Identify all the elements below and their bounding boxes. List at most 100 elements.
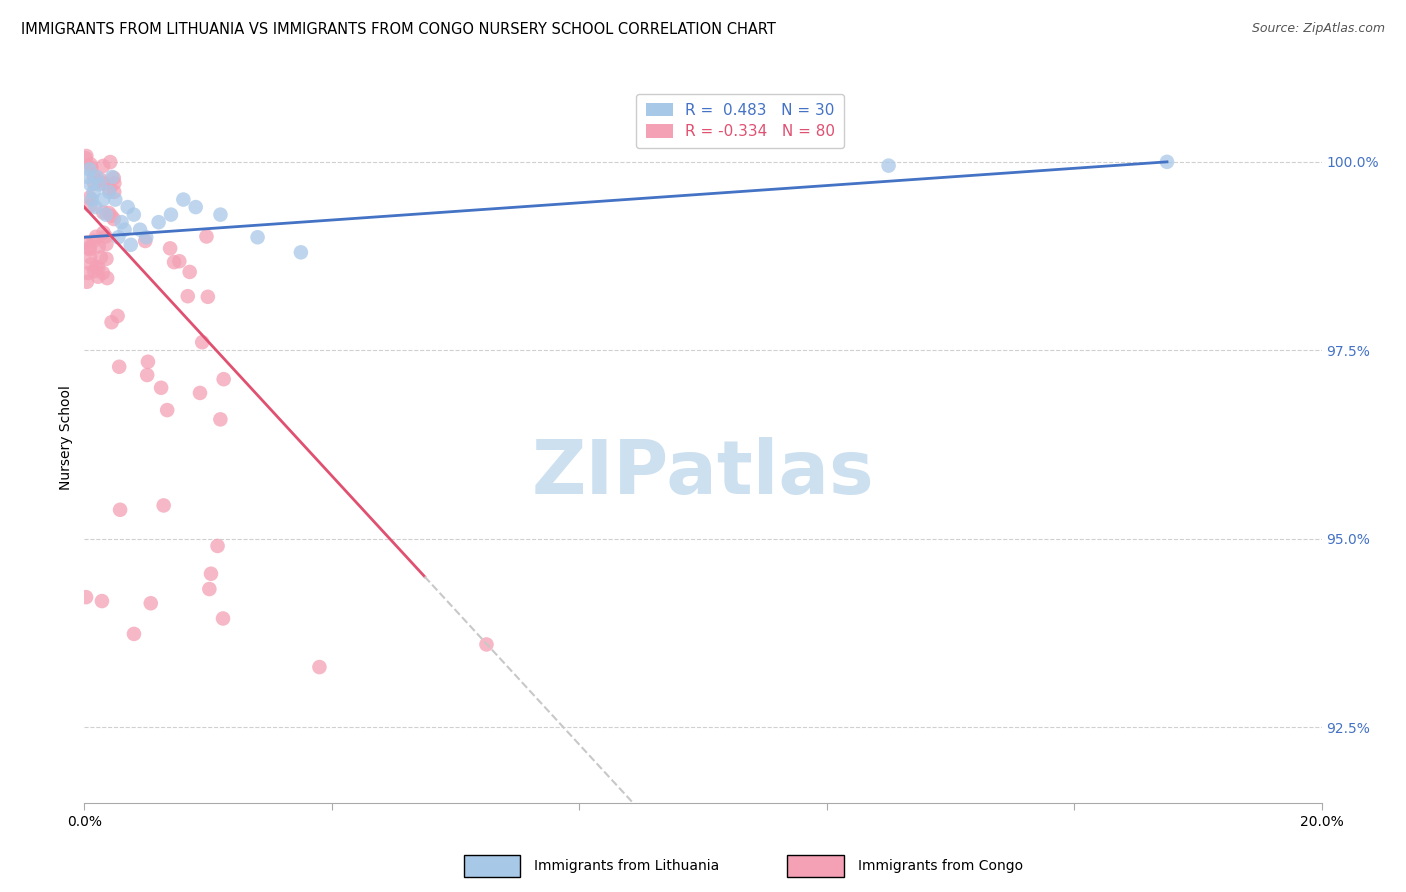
Point <box>83 234 105 248</box>
Point <box>75 590 97 604</box>
Text: IMMIGRANTS FROM LITHUANIA VS IMMIGRANTS FROM CONGO NURSERY SCHOOL CORRELATION CH: IMMIGRANTS FROM LITHUANIA VS IMMIGRANTS … <box>21 22 776 37</box>
Point <box>79 178 101 192</box>
Point <box>84 229 107 244</box>
Point <box>79 250 101 264</box>
Point <box>209 208 232 222</box>
Point <box>83 185 105 199</box>
Point <box>195 229 218 244</box>
Point <box>290 245 312 260</box>
Point <box>83 177 105 191</box>
Point <box>80 193 103 207</box>
Point <box>86 260 108 274</box>
Point <box>96 237 118 252</box>
Text: Immigrants from Congo: Immigrants from Congo <box>858 859 1022 873</box>
Point <box>246 230 269 244</box>
Point <box>79 199 101 213</box>
Point <box>184 200 207 214</box>
Point <box>90 251 112 265</box>
Point <box>103 176 125 190</box>
Point <box>91 159 114 173</box>
Point <box>98 155 121 169</box>
Point <box>129 223 152 237</box>
Point <box>79 243 101 257</box>
Point <box>107 230 129 244</box>
Point <box>83 169 105 184</box>
Point <box>159 241 181 255</box>
Point <box>98 182 121 196</box>
Y-axis label: Nursery School: Nursery School <box>59 384 73 490</box>
Point <box>91 193 114 207</box>
Point <box>90 172 112 186</box>
Point <box>120 237 142 252</box>
Point <box>94 208 117 222</box>
Point <box>93 177 115 191</box>
Point <box>84 200 107 214</box>
Point <box>93 226 115 240</box>
Point <box>150 381 173 395</box>
Point <box>76 235 98 250</box>
Point <box>1156 154 1178 169</box>
Point <box>87 239 110 253</box>
Point <box>77 241 100 255</box>
Point <box>114 223 136 237</box>
Point <box>91 266 114 280</box>
Point <box>103 212 125 227</box>
Point <box>96 252 118 266</box>
Point <box>877 159 900 173</box>
Point <box>101 169 124 184</box>
Point <box>108 503 131 517</box>
Point <box>79 162 101 177</box>
Point <box>87 269 110 284</box>
Point <box>108 359 131 374</box>
Point <box>104 193 127 207</box>
Point <box>79 190 101 204</box>
Point <box>80 161 103 175</box>
Point <box>91 205 114 219</box>
Point <box>160 208 183 222</box>
Point <box>103 185 125 199</box>
Point <box>148 215 170 229</box>
Point <box>117 200 139 214</box>
Point <box>191 335 214 350</box>
Point <box>107 309 129 323</box>
Point <box>152 499 174 513</box>
Point <box>75 151 97 165</box>
Point <box>100 209 122 223</box>
Point <box>89 178 111 192</box>
Point <box>308 660 330 674</box>
Point <box>83 264 105 278</box>
Point <box>86 169 108 184</box>
Point <box>156 403 179 417</box>
Point <box>475 637 498 651</box>
Point <box>139 596 162 610</box>
Point <box>188 386 211 401</box>
Point <box>212 372 235 386</box>
Point <box>179 265 201 279</box>
Point <box>100 315 122 329</box>
Point <box>96 271 118 285</box>
Point <box>135 230 157 244</box>
Point <box>197 290 219 304</box>
Point <box>90 594 112 608</box>
Text: Source: ZipAtlas.com: Source: ZipAtlas.com <box>1251 22 1385 36</box>
Point <box>76 275 98 289</box>
Point <box>77 266 100 280</box>
Point <box>110 215 132 229</box>
Point <box>122 208 145 222</box>
Point <box>172 193 194 207</box>
Point <box>136 355 159 369</box>
Point <box>212 611 235 625</box>
Point <box>122 627 145 641</box>
Text: Immigrants from Lithuania: Immigrants from Lithuania <box>534 859 720 873</box>
Point <box>76 169 98 184</box>
Point <box>94 229 117 244</box>
Point <box>200 566 222 581</box>
Point <box>103 171 125 186</box>
Point <box>80 257 103 271</box>
Point <box>136 368 159 382</box>
Point <box>97 206 120 220</box>
Text: ZIPatlas: ZIPatlas <box>531 437 875 510</box>
Point <box>209 412 232 426</box>
Point <box>79 157 101 171</box>
Point <box>169 254 191 268</box>
